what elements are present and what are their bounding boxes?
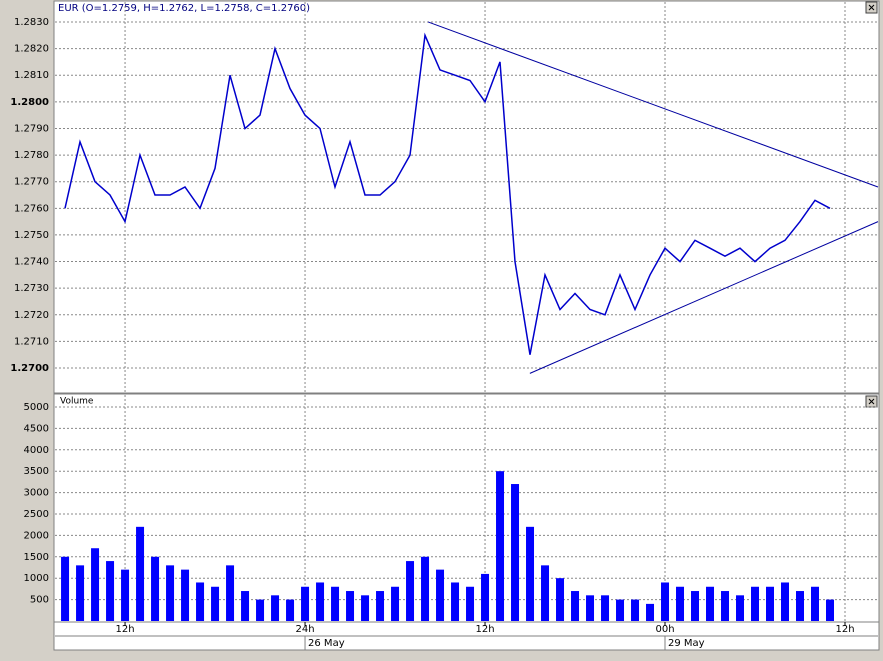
y-tick-label: 5000 [24,402,49,413]
y-tick-label: 2500 [24,509,49,520]
x-tick-label: 12h [116,624,135,635]
volume-bar [121,569,130,621]
price-line [64,32,831,355]
volume-bar [406,561,415,621]
volume-bar [466,586,475,621]
volume-bar [136,526,145,621]
volume-bar [526,526,535,621]
volume-bar [766,586,775,621]
volume-title: Volume [60,397,94,407]
x-tick-label: 00h [655,624,674,635]
volume-bar [616,599,625,621]
y-tick-label: 1.2800 [10,97,49,108]
volume-bar [496,471,505,621]
volume-bar [331,586,340,621]
volume-bar [826,599,835,621]
volume-bar [481,573,490,621]
y-tick-label: 1.2770 [14,177,49,188]
volume-bar [676,586,685,621]
y-tick-label: 3000 [24,488,49,499]
y-tick-label: 1.2820 [14,44,49,55]
y-tick-label: 1.2790 [14,123,49,134]
price-title: EUR (O=1.2759, H=1.2762, L=1.2758, C=1.2… [58,3,310,14]
volume-bar [301,586,310,621]
y-tick-label: 1.2730 [14,283,49,294]
volume-bar [106,561,115,621]
trend-line [427,21,879,188]
volume-bar [241,591,250,621]
date-label: 29 May [668,638,705,649]
y-tick-label: 1.2810 [14,70,49,81]
volume-bar [631,599,640,621]
x-tick-label: 12h [475,624,494,635]
y-tick-label: 500 [30,595,49,606]
volume-bar [271,595,280,621]
y-tick-label: 1.2830 [14,17,49,28]
volume-bar [796,591,805,621]
volume-bar [226,565,235,621]
volume-bar [811,586,820,621]
volume-bar [706,586,715,621]
volume-bar [256,599,265,621]
volume-bar [511,484,520,621]
volume-bar [196,582,205,621]
volume-panel [53,393,880,623]
y-tick-label: 1500 [24,552,49,563]
price-panel [53,0,880,394]
volume-bar [556,578,565,621]
close-button[interactable] [865,395,878,408]
volume-bar [391,586,400,621]
volume-bar [586,595,595,621]
y-tick-label: 1.2720 [14,310,49,321]
y-tick-label: 1.2740 [14,257,49,268]
trend-line [529,221,879,374]
volume-bar [721,591,730,621]
volume-bar [781,582,790,621]
volume-bar [661,582,670,621]
y-tick-label: 1.2710 [14,336,49,347]
volume-bar [61,556,70,621]
y-tick-label: 1.2700 [10,363,49,374]
volume-bar [751,586,760,621]
y-tick-label: 3500 [24,466,49,477]
volume-bar [316,582,325,621]
volume-bar [181,569,190,621]
volume-bar [151,556,160,621]
y-tick-label: 2000 [24,530,49,541]
volume-bar [601,595,610,621]
volume-bar [541,565,550,621]
volume-bar [361,595,370,621]
x-tick-label: 12h [835,624,854,635]
volume-bar [166,565,175,621]
volume-bar [346,591,355,621]
y-tick-label: 4500 [24,423,49,434]
date-label: 26 May [308,638,345,649]
volume-bar [76,565,85,621]
volume-bar [571,591,580,621]
y-tick-label: 1.2780 [14,150,49,161]
volume-bar [211,586,220,621]
volume-bar [451,582,460,621]
volume-bar [286,599,295,621]
close-button[interactable] [865,1,878,14]
volume-bar [646,603,655,621]
volume-bar [691,591,700,621]
y-tick-label: 1000 [24,573,49,584]
volume-bar [736,595,745,621]
volume-bar [421,556,430,621]
x-tick-label: 24h [296,624,315,635]
volume-bar [436,569,445,621]
volume-bar [376,591,385,621]
y-tick-label: 1.2750 [14,230,49,241]
y-tick-label: 1.2760 [14,203,49,214]
volume-bar [91,548,100,621]
y-tick-label: 4000 [24,445,49,456]
